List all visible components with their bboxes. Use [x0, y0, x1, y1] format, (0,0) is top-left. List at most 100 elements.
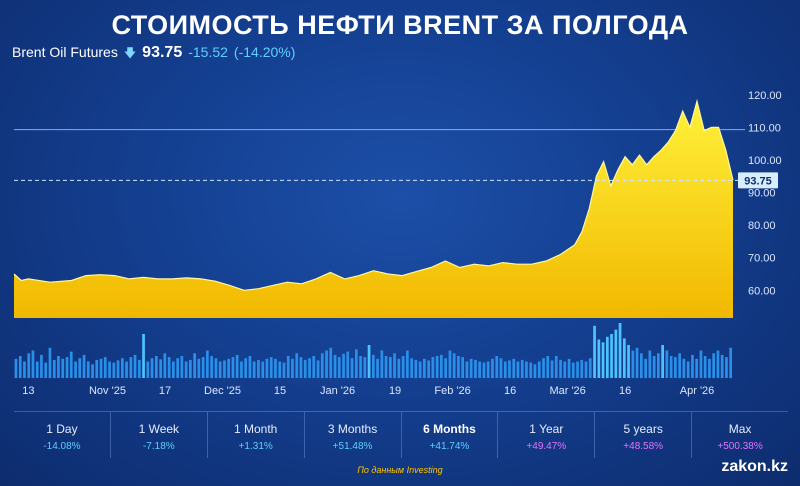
volume-bar — [495, 356, 499, 378]
volume-bar — [265, 358, 269, 379]
period-label: 3 Months — [327, 422, 378, 436]
x-tick-label: Nov '25 — [89, 385, 126, 397]
y-tick-label: 80.00 — [748, 220, 776, 232]
page-title: СТОИМОСТЬ НЕФТИ BRENT ЗА ПОЛГОДА — [111, 10, 689, 40]
volume-bar — [427, 360, 430, 378]
x-tick-label: Mar '26 — [549, 385, 585, 397]
volume-bar — [176, 358, 179, 378]
x-tick-label: Feb '26 — [434, 385, 470, 397]
volume-bar — [678, 353, 681, 379]
volume-bar — [593, 325, 596, 379]
volume-bar — [325, 350, 328, 378]
volume-bar — [644, 358, 647, 379]
volume-bar — [282, 362, 286, 378]
period-change: +51.48% — [332, 441, 373, 452]
volume-bar — [159, 359, 162, 378]
y-tick-label: 60.00 — [748, 285, 776, 297]
volume-bar — [142, 334, 145, 378]
volume-bar — [499, 358, 503, 378]
period-3-months[interactable]: 3 Months +51.48% — [305, 412, 402, 458]
volume-bar — [40, 354, 43, 378]
period-selector: 1 Day -14.08% 1 Week -7.18% 1 Month +1.3… — [14, 411, 788, 458]
volume-bar — [48, 347, 52, 379]
period-1-day[interactable]: 1 Day -14.08% — [14, 412, 111, 458]
volume-bar — [31, 350, 35, 378]
volume-bar — [74, 361, 77, 378]
volume-bar — [729, 347, 732, 379]
volume-bar — [367, 345, 371, 378]
period-max[interactable]: Max +500.38% — [692, 412, 788, 458]
volume-bar — [423, 358, 426, 379]
volume-bar — [712, 353, 715, 379]
arrow-down-icon: 🡇 — [123, 46, 137, 60]
volume-bar — [452, 353, 456, 379]
volume-bar — [525, 361, 528, 378]
period-1-year[interactable]: 1 Year +49.47% — [498, 412, 596, 458]
volume-bar — [474, 359, 477, 379]
volume-bar — [520, 359, 524, 379]
volume-bar — [227, 358, 230, 379]
volume-bar — [189, 359, 192, 379]
volume-bar — [384, 356, 388, 378]
period-label: Max — [728, 422, 752, 436]
volume-bar — [486, 361, 490, 378]
volume-bar — [588, 358, 592, 378]
y-tick-label: 120.00 — [748, 90, 782, 102]
x-tick-label: 19 — [389, 385, 401, 397]
y-tick-label: 90.00 — [748, 188, 776, 200]
volume-bar — [184, 361, 188, 378]
period-5-years[interactable]: 5 years +48.58% — [595, 412, 693, 458]
volume-bar — [503, 361, 507, 378]
x-tick-label: Jan '26 — [320, 385, 355, 397]
volume-bar — [665, 350, 669, 378]
volume-bar — [99, 358, 103, 379]
period-label: 1 Month — [234, 422, 278, 436]
volume-bar — [82, 354, 86, 378]
volume-bar — [554, 356, 558, 378]
x-tick-label: 17 — [159, 385, 171, 397]
period-change: +1.31% — [238, 441, 273, 452]
volume-bar — [508, 360, 511, 378]
volume-bar — [129, 357, 133, 378]
price-change-percent: (-14.20%) — [233, 44, 296, 60]
period-6-months[interactable]: 6 Months +41.74% — [402, 412, 499, 458]
volume-bar — [108, 361, 111, 378]
volume-bar — [355, 349, 358, 378]
volume-bar — [414, 359, 418, 379]
volume-bar — [35, 361, 39, 378]
x-tick-label: 16 — [619, 385, 631, 397]
y-tick-label: 70.00 — [748, 253, 776, 265]
instrument-name: Brent Oil Futures — [12, 44, 118, 60]
x-tick-label: 16 — [504, 385, 516, 397]
volume-bar — [116, 360, 120, 378]
volume-bar — [69, 351, 73, 378]
volume-bar — [640, 353, 643, 379]
last-price-badge — [738, 172, 778, 189]
period-1-month[interactable]: 1 Month +1.31% — [208, 412, 305, 458]
volume-bar — [401, 356, 405, 378]
volume-bar — [359, 356, 362, 378]
volume-bar — [286, 356, 290, 378]
volume-bar — [393, 353, 396, 379]
volume-bar — [329, 347, 333, 379]
volume-bar — [27, 353, 31, 379]
volume-bar — [674, 357, 677, 378]
period-1-week[interactable]: 1 Week -7.18% — [111, 412, 208, 458]
volume-bar — [193, 353, 196, 379]
volume-bar — [150, 358, 154, 378]
volume-bar — [478, 361, 481, 378]
volume-bar — [274, 358, 277, 379]
volume-bar — [278, 361, 282, 378]
volume-bar — [606, 336, 609, 379]
volume-bar — [18, 356, 22, 378]
volume-bar — [380, 350, 384, 378]
volume-bar — [308, 358, 311, 378]
y-tick-label: 110.00 — [748, 122, 781, 134]
volume-bar — [389, 357, 392, 378]
volume-bar — [240, 361, 243, 378]
volume-bar — [261, 361, 265, 378]
volume-bar — [197, 358, 201, 379]
source-note: По данным Investing — [357, 465, 443, 475]
period-change: +500.38% — [717, 441, 763, 452]
volume-bar — [418, 361, 422, 378]
